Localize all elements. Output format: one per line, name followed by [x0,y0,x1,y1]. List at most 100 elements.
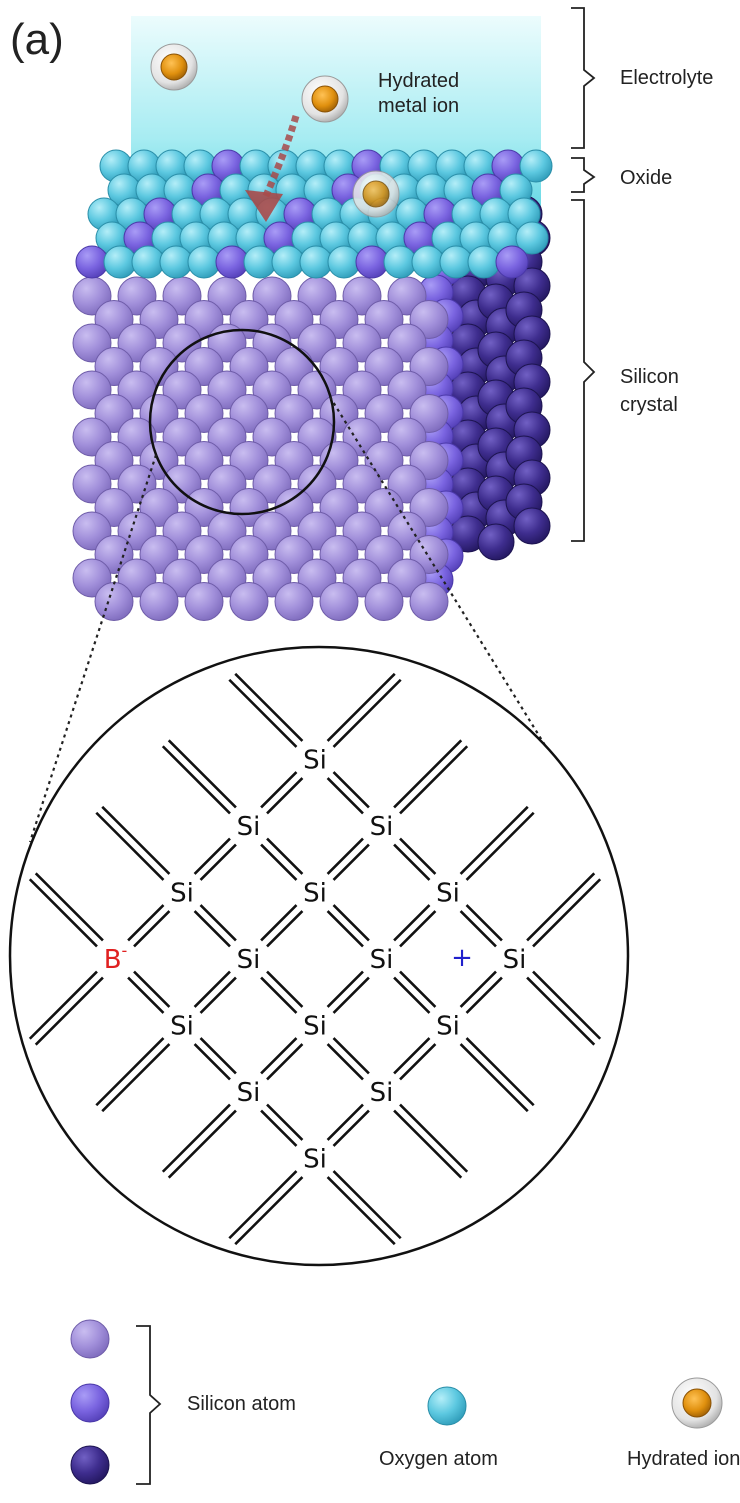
lattice-bond [459,1043,529,1113]
lattice-bond [266,777,304,815]
silicon-atom-mid [75,245,109,279]
silicon-crystal-label-line2: crystal [620,394,678,416]
lattice-bond [393,1037,431,1075]
lattice-bond [326,1176,396,1246]
silicon-crystal-brace [571,199,596,542]
lattice-bond [326,1103,364,1141]
lattice-bond [34,976,104,1046]
hydrated-ion-3 [352,170,400,218]
lattice-bond [266,1043,304,1081]
lattice-bond [260,904,298,942]
silicon-crystal-label-line1: Silicon [620,366,679,388]
lattice-bond [199,904,237,942]
lattice-bond [234,672,304,742]
lattice-bond [332,1109,370,1147]
legend-ion-label: Hydrated ion [627,1448,740,1470]
lattice-bond [326,970,364,1008]
panel-label: (a) [10,15,64,64]
lattice-bond [260,771,298,809]
lattice-bond [101,1043,171,1113]
lattice-bond [399,745,469,815]
lattice-bond [326,672,396,742]
ion-label-line1: Hydrated [378,70,459,92]
oxygen-atom [411,245,445,279]
silicon-lattice-atom: Si [303,1145,327,1175]
dopant-charge: - [122,941,128,960]
oxygen-atom [131,245,165,279]
electrolyte-label: Electrolyte [620,67,713,89]
oxide-brace [571,157,596,193]
lattice-bond [332,771,370,809]
silicon-atom-light [94,582,134,621]
lattice-bond [199,843,237,881]
silicon-atom-light [409,582,449,621]
lattice-bond [532,970,602,1040]
silicon-lattice-atom: Si [237,812,261,842]
silicon-atom-dark [477,523,515,561]
lattice-bond [193,910,231,948]
hole-charge-symbol: + [451,943,473,973]
silicon-lattice-atom: Si [370,945,394,975]
lattice-bond [459,970,497,1008]
lattice-bond [326,837,364,875]
silicon-atom-mid [355,245,389,279]
lattice-bond [332,1037,370,1075]
oxygen-atom [299,245,333,279]
oxygen-atom [515,221,549,255]
silicon-lattice-atom: Si [503,945,527,975]
silicon-atom-light [229,582,269,621]
oxygen-atom [383,245,417,279]
lattice-bond [332,1170,402,1240]
lattice-bond [133,970,171,1008]
lattice-bond [459,910,497,948]
lattice-bond [465,1037,535,1107]
lattice-bond [167,1109,237,1179]
legend-oxygen-swatch [427,1386,467,1426]
ion-label-line2: metal ion [378,95,459,117]
lattice-bond [332,976,370,1014]
lattice-bond [34,872,104,942]
lattice-bond [399,970,437,1008]
zoom-connector-lines [28,396,581,843]
silicon-lattice-atom: Si [370,1078,394,1108]
lattice-bond [332,678,402,748]
lattice-bond [393,904,431,942]
electrolyte-brace [571,7,596,149]
lattice-bond [199,1037,237,1075]
silicon-atom-mid [215,245,249,279]
silicon-lattice-atom: Si [237,1078,261,1108]
lattice-bond [266,910,304,948]
lattice-bond [260,1109,298,1147]
legend-oxygen-label: Oxygen atom [379,1448,498,1470]
lattice-bond [266,837,304,875]
silicon-lattice-atom: Si [436,1012,460,1042]
silicon-lattice-atom: Si [303,746,327,776]
hydrated-ion-2 [301,75,349,123]
lattice-bond [399,910,437,948]
lattice-bond [332,904,370,942]
lattice-bond [465,904,503,942]
lattice-bond [326,910,364,948]
lattice-bond [167,739,237,809]
diffusion-arrow [245,115,300,222]
legend: Silicon atom Oxygen atom Hydrated ion [70,1319,740,1485]
lattice-bond [127,976,165,1014]
lattice-bond [228,678,298,748]
oxide-label: Oxide [620,167,672,189]
lattice-bond [326,1043,364,1081]
lattice-bond [161,1103,231,1173]
lattice-bond [127,904,165,942]
lattice-bond [393,739,463,809]
oxygen-atom [159,245,193,279]
oxygen-atom [187,245,221,279]
lattice-bond [526,976,596,1046]
oxygen-atom [327,245,361,279]
oxygen-atom [243,245,277,279]
legend-silicon-mid-swatch [70,1383,110,1423]
silicon-atom-light [319,582,359,621]
lattice-bond [193,1043,231,1081]
oxygen-atom [439,245,473,279]
legend-silicon-dark-swatch [70,1445,110,1485]
lattice-bond [28,878,98,948]
